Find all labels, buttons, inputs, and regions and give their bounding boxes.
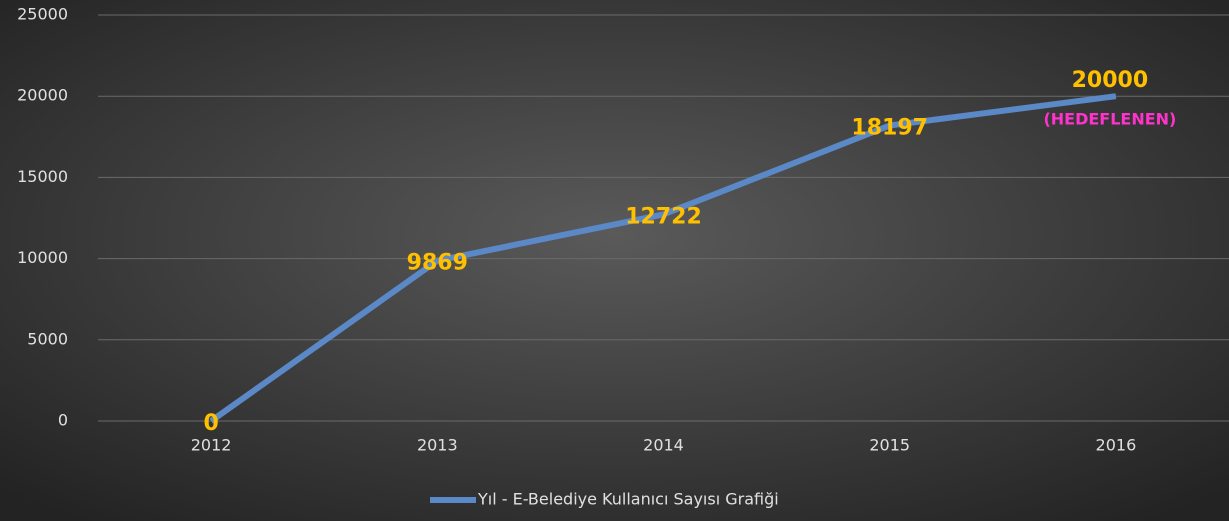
x-tick-label: 2014 <box>643 436 684 455</box>
y-tick-label: 10000 <box>17 248 68 267</box>
annotation: (HEDEFLENEN) <box>1043 110 1176 129</box>
data-label: 9869 <box>407 251 468 276</box>
y-tick-label: 15000 <box>17 167 68 186</box>
x-tick-label: 2015 <box>869 436 910 455</box>
y-tick-label: 0 <box>58 411 68 430</box>
y-tick-label: 25000 <box>17 5 68 24</box>
x-tick-label: 2016 <box>1096 436 1137 455</box>
y-tick-label: 20000 <box>17 86 68 105</box>
x-tick-label: 2013 <box>417 436 458 455</box>
x-tick-label: 2012 <box>191 436 232 455</box>
series-line <box>209 93 1117 424</box>
y-tick-label: 5000 <box>27 329 68 348</box>
data-label: 12722 <box>625 204 702 229</box>
data-label: 20000 <box>1072 68 1149 93</box>
legend-label: Yıl - E-Belediye Kullanıcı Sayısı Grafiğ… <box>477 490 779 509</box>
data-label: 18197 <box>851 115 928 140</box>
data-label: 0 <box>203 411 218 436</box>
